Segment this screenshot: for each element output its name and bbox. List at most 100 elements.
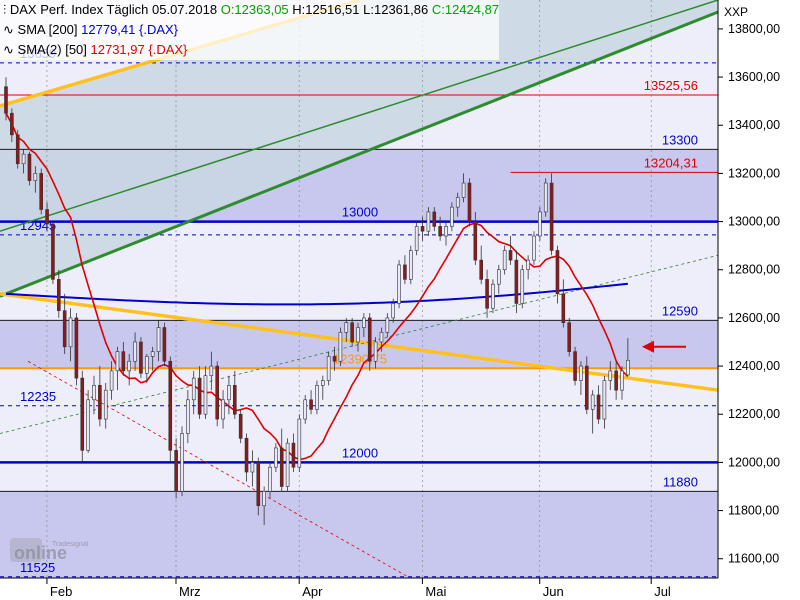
level-label: 12000 bbox=[342, 445, 378, 460]
sma200-ref: {.DAX} bbox=[139, 22, 179, 37]
candle-body bbox=[209, 365, 214, 377]
month-label: Jun bbox=[543, 584, 564, 599]
price-zone-band bbox=[0, 491, 718, 578]
close-value: C:12424,87 bbox=[431, 2, 500, 17]
candle-body bbox=[549, 182, 554, 251]
y-tick-label: 12000,00 bbox=[728, 455, 780, 469]
candle-body bbox=[156, 327, 161, 352]
candle-body bbox=[291, 442, 296, 468]
candle-body bbox=[197, 377, 202, 415]
candle-body bbox=[297, 418, 302, 468]
sma-icon: ∿ bbox=[3, 42, 14, 57]
candle-body bbox=[115, 351, 120, 372]
candle-body bbox=[432, 211, 437, 227]
candle-body bbox=[103, 389, 108, 420]
y-tick-label: 13200,00 bbox=[728, 166, 780, 180]
candle-body bbox=[491, 283, 495, 309]
low-value: L:12361,86 bbox=[363, 2, 429, 17]
candle-body bbox=[584, 365, 589, 410]
month-label: Mai bbox=[425, 584, 446, 599]
candle-body bbox=[227, 385, 231, 401]
x-axis-panel bbox=[0, 578, 800, 600]
month-label: Mrz bbox=[179, 584, 201, 599]
candle-body bbox=[162, 327, 167, 362]
level-label: 13525,56 bbox=[644, 78, 698, 93]
y-tick-label: 12400,00 bbox=[728, 359, 780, 373]
open-value: O:12363,05 bbox=[220, 2, 289, 17]
level-label: 12235 bbox=[20, 389, 56, 404]
candle-body bbox=[56, 279, 61, 311]
candle-body bbox=[385, 317, 390, 333]
candle-body bbox=[362, 317, 366, 328]
candle-body bbox=[133, 341, 137, 362]
candle-body bbox=[221, 399, 225, 420]
y-axis-panel bbox=[718, 0, 800, 600]
upper-green-trendline bbox=[0, 0, 719, 232]
candle-body bbox=[238, 413, 243, 439]
chart-legend: ⫶ DAX Perf. Index Täglich 05.07.2018 O:1… bbox=[0, 0, 500, 60]
level-label: 12590 bbox=[662, 303, 698, 318]
y-tick-label: 12800,00 bbox=[728, 263, 780, 277]
candle-body bbox=[379, 332, 384, 343]
candle-body bbox=[532, 235, 536, 261]
candle-body bbox=[86, 399, 90, 451]
candle-body bbox=[526, 259, 530, 271]
candle-body bbox=[274, 447, 278, 468]
sma50-row: ∿ SMA(2) [50] 12731,97 {.DAX} bbox=[0, 40, 500, 60]
candle-body bbox=[244, 438, 249, 473]
price-arrow-head bbox=[642, 340, 654, 353]
level-label: 13300 bbox=[662, 132, 698, 147]
candle-body bbox=[186, 399, 190, 434]
level-label: 12945 bbox=[20, 218, 56, 233]
candle-body bbox=[74, 317, 79, 379]
red-dashed-trendline bbox=[27, 360, 411, 579]
sma50-ref: {.DAX} bbox=[148, 42, 188, 57]
candle-body bbox=[444, 226, 448, 237]
candle-body bbox=[479, 259, 484, 280]
month-label: Apr bbox=[302, 584, 323, 599]
candle-body bbox=[92, 385, 96, 401]
candle-body bbox=[455, 197, 460, 208]
month-label: Feb bbox=[50, 584, 72, 599]
y-tick-label: 13600,00 bbox=[728, 70, 780, 84]
watermark-text: online bbox=[14, 543, 67, 563]
candle-body bbox=[309, 399, 313, 410]
candle-body bbox=[191, 377, 196, 401]
candle-body bbox=[256, 462, 261, 507]
candle-body bbox=[473, 221, 478, 261]
candle-body bbox=[420, 226, 425, 232]
candle-body bbox=[262, 490, 266, 507]
candle-body bbox=[596, 394, 601, 420]
candle-body bbox=[508, 250, 513, 261]
candle-body bbox=[320, 380, 325, 386]
candle-body bbox=[567, 322, 572, 352]
sma200-value: 12779,41 bbox=[81, 22, 136, 37]
instrument-name: DAX Perf. Index Täglich bbox=[9, 2, 149, 17]
candle-body bbox=[27, 153, 32, 181]
candle-body bbox=[80, 377, 85, 451]
candle-body bbox=[344, 322, 349, 333]
candle-body bbox=[367, 317, 372, 362]
candle-body bbox=[467, 182, 472, 222]
candle-body bbox=[626, 359, 630, 376]
candle-body bbox=[33, 173, 38, 181]
candle-body bbox=[150, 351, 155, 357]
candle-body bbox=[450, 206, 454, 227]
sma200-line bbox=[5, 282, 628, 306]
candle-body bbox=[590, 394, 595, 410]
watermark-logo-box bbox=[10, 538, 42, 562]
candle-body bbox=[279, 447, 284, 487]
candle-body bbox=[543, 182, 548, 213]
candle-body bbox=[233, 385, 237, 415]
candle-body bbox=[496, 269, 501, 285]
month-label: Jul bbox=[654, 584, 671, 599]
candle-body bbox=[145, 356, 149, 374]
sma200-label: SMA [200] bbox=[17, 22, 78, 37]
candle-body bbox=[250, 462, 255, 473]
candle-body bbox=[203, 375, 208, 415]
candle-body bbox=[356, 327, 360, 343]
candle-body bbox=[15, 134, 20, 165]
level-label: 13000 bbox=[342, 205, 378, 220]
